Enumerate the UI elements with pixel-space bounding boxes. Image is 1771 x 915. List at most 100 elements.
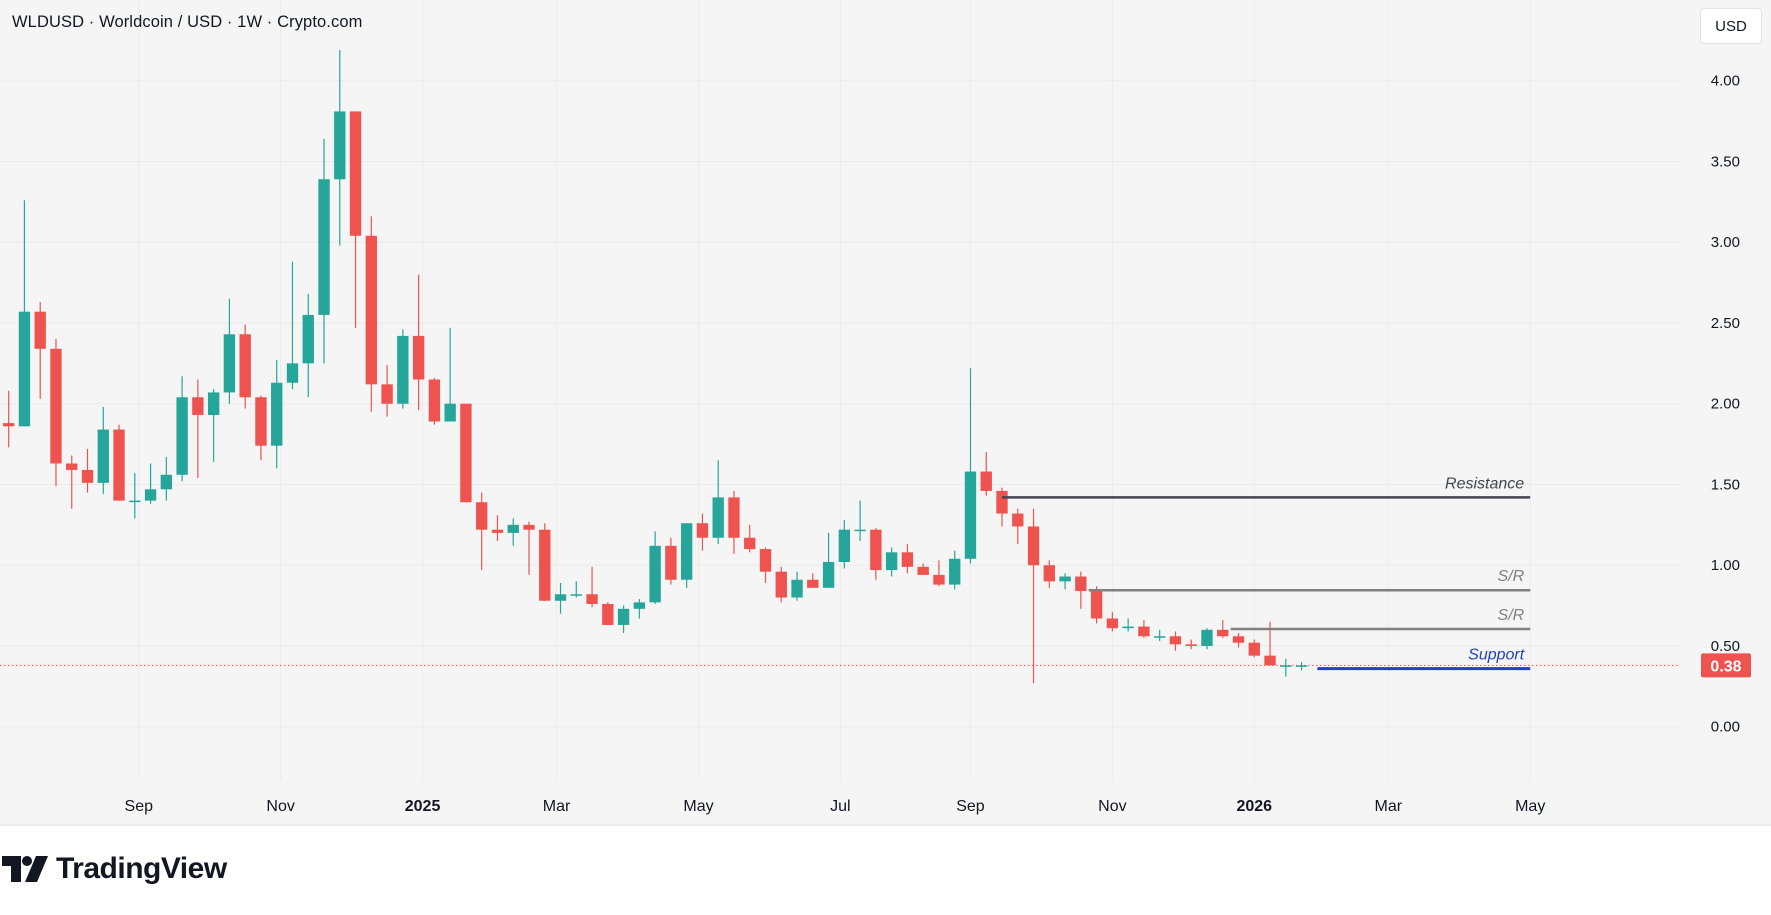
tradingview-logo-icon	[2, 856, 48, 882]
currency-button[interactable]: USD	[1700, 8, 1762, 44]
candle-body	[1232, 636, 1245, 643]
x-tick-label: Sep	[125, 798, 154, 815]
candle-body	[491, 529, 504, 533]
candle-body	[476, 502, 488, 530]
candle-body	[318, 179, 330, 315]
candle	[980, 452, 992, 496]
candle	[192, 379, 204, 479]
candle	[1027, 508, 1040, 684]
candlestick-chart[interactable]: 0.00 0.50 1.00 1.50 2.00 2.50 3.00 3.50 4.00 Sep N…	[0, 0, 1771, 826]
x-tick-label: Mar	[1375, 798, 1403, 815]
candle-body	[933, 574, 945, 585]
candle	[1059, 573, 1071, 590]
candle-body	[365, 235, 377, 385]
candle-body	[176, 397, 188, 475]
candle-body	[18, 311, 31, 427]
candle	[460, 403, 472, 503]
candle	[712, 460, 724, 545]
candle	[255, 395, 267, 461]
candle	[1232, 633, 1245, 648]
candle-body	[854, 529, 866, 532]
level-label-sr: S/R	[1498, 607, 1525, 624]
y-tick-label: 2.50	[1711, 315, 1740, 332]
candle	[476, 492, 488, 571]
candle	[854, 500, 866, 541]
candle	[870, 528, 882, 580]
candle	[491, 515, 504, 541]
candle-body	[1280, 665, 1292, 667]
candle-body	[602, 603, 614, 625]
candle-body	[570, 594, 582, 596]
candle-body	[428, 379, 441, 422]
candle	[633, 599, 646, 619]
candle	[129, 473, 141, 519]
candle	[81, 448, 94, 493]
candle	[949, 550, 961, 590]
candle	[791, 571, 803, 601]
candle-body	[412, 335, 425, 380]
candle	[34, 301, 46, 399]
candle-body	[207, 392, 220, 416]
x-tick-label: 2026	[1236, 798, 1272, 815]
x-tick-label: May	[1515, 798, 1545, 815]
candle-body	[870, 529, 882, 571]
candle-body	[1169, 636, 1182, 645]
candle-body	[1295, 665, 1308, 667]
candle-body	[1090, 591, 1103, 619]
candle	[1201, 628, 1213, 650]
candle	[964, 368, 977, 564]
candle	[570, 581, 582, 598]
candle-body	[381, 384, 393, 404]
candle-body	[523, 524, 535, 530]
candle-body	[397, 335, 409, 404]
candle	[1169, 631, 1182, 651]
candle-body	[223, 334, 236, 393]
candle	[97, 406, 109, 495]
candle	[649, 531, 661, 604]
x-tick-label: Jul	[830, 798, 850, 815]
candle	[728, 490, 740, 554]
candle	[617, 605, 630, 634]
tradingview-wordmark: TradingView	[56, 852, 227, 885]
candle-body	[1059, 576, 1071, 582]
tradingview-brand[interactable]: TradingView	[2, 852, 227, 886]
candle-body	[964, 471, 977, 559]
candle	[1295, 662, 1308, 671]
candle-body	[334, 111, 346, 180]
level-label-sr: S/R	[1498, 568, 1525, 585]
x-tick-label: Mar	[543, 798, 571, 815]
candle	[176, 376, 188, 482]
candle	[554, 582, 567, 614]
candle	[1154, 629, 1166, 642]
candle	[996, 487, 1008, 527]
candle	[680, 523, 693, 588]
candle-body	[302, 314, 314, 364]
x-tick-label: Sep	[956, 798, 985, 815]
candle-body	[1154, 636, 1166, 638]
candle-body	[885, 552, 898, 571]
candle	[744, 524, 756, 553]
chart-area[interactable]: 0.00 0.50 1.00 1.50 2.00 2.50 3.00 3.50 4.00 Sep N…	[0, 0, 1771, 826]
candle-body	[949, 558, 961, 585]
candle-body	[633, 602, 646, 609]
candle	[523, 521, 535, 575]
candle	[144, 463, 157, 504]
level-label-support: Support	[1468, 647, 1525, 664]
x-tick-label: Nov	[266, 798, 294, 815]
candle	[838, 520, 851, 569]
grid-lines	[0, 0, 1680, 780]
candle	[822, 532, 835, 588]
candle	[696, 513, 709, 551]
candle-body	[97, 429, 109, 483]
candle	[334, 50, 346, 246]
candle-body	[554, 594, 567, 601]
candle	[1138, 620, 1150, 638]
candle-body	[712, 497, 724, 538]
candle	[1012, 508, 1024, 545]
candle	[113, 424, 125, 501]
candle	[18, 200, 31, 427]
candle-body	[1106, 618, 1119, 629]
candle-body	[444, 403, 456, 422]
candle-body	[1075, 576, 1087, 592]
candle-body	[996, 490, 1008, 514]
